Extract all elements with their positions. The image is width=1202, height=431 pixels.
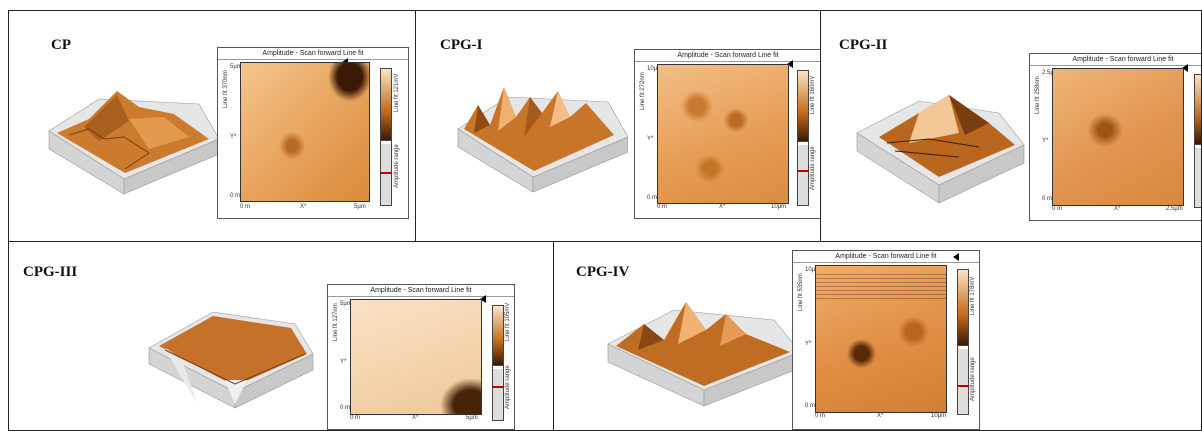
y-axis-label: Y* (647, 136, 654, 142)
arrow-icon (480, 295, 486, 303)
x-axis-label: X* (719, 204, 726, 210)
afm-3d-surface (856, 95, 1025, 204)
line-fit-right: Line fit 160mV (810, 75, 816, 114)
color-scale-bar (380, 68, 392, 206)
amplitude-title: Amplitude - Scan forward Line fit (328, 285, 514, 297)
amplitude-panel: Amplitude - Scan forward Line fit Line f… (217, 47, 409, 219)
y-top-tick: 5µm (340, 301, 352, 307)
afm-3d-surface (48, 91, 219, 195)
color-scale-bar (797, 70, 809, 206)
x-right-tick: 10µm (771, 204, 787, 210)
panel-label: CP (51, 37, 71, 53)
y-top-tick: 10µm (805, 267, 821, 273)
y-top-tick: 10µm (647, 66, 663, 72)
afm-3d-surface (148, 311, 314, 409)
x-left-tick: 0 m (350, 415, 361, 421)
amplitude-image (240, 62, 370, 202)
panel-cpg-iv: CPG-IV Amplitude - Scan forward Line fit… (553, 241, 1202, 431)
amplitude-range-label: Amplitude range (810, 146, 816, 190)
arrow-icon (787, 60, 793, 68)
panel-cp: CP Amplitude - Scan forward Line fit Lin… (8, 10, 416, 242)
x-left-tick: 0 m (657, 204, 668, 210)
panel-cpg-ii: CPG-II Amplitude - Scan forward Line fit… (820, 10, 1202, 242)
line-fit-left: Line fit 370nm (223, 70, 229, 108)
amplitude-panel: Amplitude - Scan forward Line fit Line f… (634, 49, 820, 219)
x-axis-label: X* (877, 413, 884, 419)
y-top-tick: 2.5µm (1042, 70, 1059, 76)
afm-3d-surface (607, 302, 801, 407)
panel-label: CPG-I (440, 37, 483, 53)
x-right-tick: 5µm (466, 415, 478, 421)
x-right-tick: 2.5µm (1166, 206, 1183, 212)
line-fit-right: Line fit 121mV (394, 73, 400, 112)
panel-cpg-i: CPG-I Amplitude - Scan forward Line fit … (415, 10, 821, 242)
amplitude-range-label: Amplitude range (505, 365, 511, 409)
y-bottom-tick: 0 m (647, 195, 658, 201)
y-bottom-tick: 0 m (1042, 196, 1053, 202)
x-axis-label: X* (1114, 206, 1121, 212)
y-bottom-tick: 0 m (230, 193, 241, 199)
y-axis-label: Y* (340, 359, 347, 365)
x-left-tick: 0 m (240, 204, 251, 210)
afm-3d-surface (457, 87, 628, 193)
color-scale-bar (1194, 74, 1201, 208)
x-left-tick: 0 m (815, 413, 826, 419)
amplitude-panel: Amplitude - Scan forward Line fit Line f… (327, 284, 515, 430)
amplitude-panel: Amplitude - Scan forward Line fit Line f… (792, 250, 980, 430)
x-left-tick: 0 m (1052, 206, 1063, 212)
amplitude-title: Amplitude - Scan forward Line fit (635, 50, 820, 62)
line-fit-left: Line fit 535nm (798, 273, 804, 311)
amplitude-image (1052, 68, 1184, 206)
amplitude-title: Amplitude - Scan forward Line fit (1030, 54, 1201, 66)
y-bottom-tick: 0 m (805, 403, 816, 409)
line-fit-left: Line fit 258nm (1035, 76, 1041, 114)
x-axis-label: X* (300, 204, 307, 210)
arrow-icon (1182, 64, 1188, 72)
arrow-icon (953, 253, 959, 261)
amplitude-range-label: Amplitude range (394, 144, 400, 188)
x-axis-label: X* (412, 415, 419, 421)
y-top-tick: 5µm (230, 64, 242, 70)
line-fit-left: Line fit 272nm (640, 72, 646, 110)
amplitude-panel: Amplitude - Scan forward Line fit Line f… (1029, 53, 1201, 221)
line-fit-right: Line fit 105mV (505, 302, 511, 341)
y-bottom-tick: 0 m (340, 405, 351, 411)
panel-cpg-iii: CPG-III Amplitude - Scan forward Line fi… (8, 241, 554, 431)
color-scale-bar (492, 305, 504, 421)
amplitude-range-label: Amplitude range (970, 357, 976, 401)
color-scale-bar (957, 269, 969, 415)
y-axis-label: Y* (1042, 138, 1049, 144)
amplitude-image (657, 64, 789, 204)
amplitude-image (815, 265, 947, 413)
y-axis-label: Y* (230, 134, 237, 140)
line-fit-right: Line fit 178mV (970, 276, 976, 315)
amplitude-title: Amplitude - Scan forward Line fit (793, 251, 979, 263)
panel-label: CPG-III (23, 264, 78, 280)
panel-label: CPG-IV (576, 264, 630, 280)
line-fit-left: Line fit 127nm (333, 303, 339, 341)
x-right-tick: 5µm (354, 204, 366, 210)
panel-label: CPG-II (839, 37, 888, 53)
amplitude-title: Amplitude - Scan forward Line fit (218, 48, 408, 60)
y-axis-label: Y* (805, 341, 812, 347)
amplitude-image (350, 299, 482, 415)
x-right-tick: 10µm (931, 413, 947, 419)
